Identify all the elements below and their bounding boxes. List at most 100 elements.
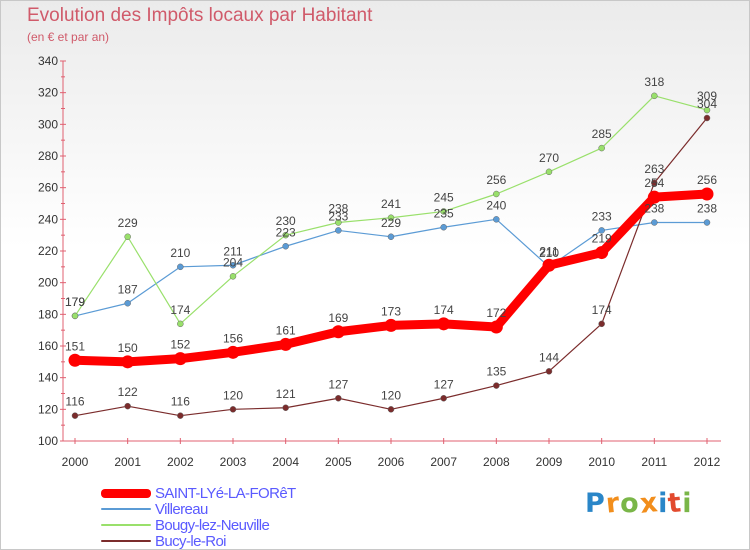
legend-item-villereau: Villereau	[101, 500, 296, 518]
data-label-bucy-le-roi: 116	[65, 395, 84, 409]
y-tick-label: 160	[38, 339, 58, 353]
data-point-bucy-le-roi	[545, 368, 553, 375]
data-point-bucy-le-roi	[282, 404, 289, 411]
chart-legend: SAINT-LYé-LA-FORêT Villereau Bougy-lez-Neu…	[101, 484, 296, 550]
data-point-bucy-le-roi	[71, 412, 79, 419]
legend-label: SAINT-LYé-LA-FORêT	[155, 484, 296, 502]
data-point-bougy-lez-neuville	[598, 144, 605, 152]
legend-label: Bougy-lez-Neuville	[155, 516, 270, 534]
data-label-saint-ly-la-for-t: 150	[118, 341, 138, 355]
data-label-villereau: 179	[65, 295, 85, 309]
data-label-bucy-le-roi: 127	[434, 377, 454, 391]
data-label-bougy-lez-neuville: 229	[118, 216, 138, 230]
y-tick-label: 120	[38, 402, 58, 416]
y-tick-label: 140	[38, 371, 58, 385]
data-label-bougy-lez-neuville: 245	[434, 190, 454, 204]
data-point-bougy-lez-neuville	[177, 320, 184, 328]
x-tick-label: 2005	[325, 455, 352, 469]
data-label-bucy-le-roi: 174	[592, 303, 612, 317]
data-point-bougy-lez-neuville	[703, 106, 711, 114]
data-point-bucy-le-roi	[651, 179, 658, 187]
data-point-saint-ly-la-for-t	[121, 355, 135, 369]
data-label-bougy-lez-neuville: 238	[328, 202, 348, 216]
data-label-villereau: 235	[434, 206, 454, 220]
data-label-bucy-le-roi: 120	[223, 388, 243, 402]
x-tick-label: 2003	[220, 455, 247, 469]
proxiti-logo: Proxiti	[585, 487, 693, 520]
data-label-saint-ly-la-for-t: 211	[539, 244, 558, 258]
data-point-saint-ly-la-for-t	[279, 337, 293, 351]
data-point-saint-ly-la-for-t	[542, 258, 556, 272]
data-point-bucy-le-roi	[598, 320, 605, 328]
data-point-bucy-le-roi	[440, 395, 447, 402]
data-point-villereau	[651, 219, 658, 226]
legend-swatch	[101, 508, 151, 510]
series-line-bucy-le-roi	[74, 117, 708, 417]
data-point-villereau	[282, 243, 289, 250]
legend-swatch	[101, 488, 151, 498]
y-tick-label: 220	[38, 244, 58, 258]
data-point-bougy-lez-neuville	[71, 312, 79, 320]
data-point-saint-ly-la-for-t	[647, 190, 661, 204]
y-tick-label: 340	[38, 54, 58, 68]
x-tick-label: 2000	[62, 455, 89, 469]
legend-item-bougy-lez-neuville: Bougy-lez-Neuville	[101, 516, 296, 534]
data-label-bougy-lez-neuville: 285	[592, 127, 612, 141]
data-point-saint-ly-la-for-t	[226, 345, 240, 359]
data-point-bougy-lez-neuville	[545, 168, 553, 176]
data-label-villereau: 211	[223, 244, 242, 258]
legend-label: Bucy-le-Roi	[155, 532, 227, 550]
data-label-bougy-lez-neuville: 318	[644, 75, 664, 89]
data-point-villereau	[493, 216, 500, 223]
data-point-villereau	[440, 224, 447, 231]
legend-item-saint-ly-la-for-t: SAINT-LYé-LA-FORêT	[101, 484, 296, 502]
data-point-villereau	[387, 233, 395, 240]
data-label-saint-ly-la-for-t: 161	[276, 323, 296, 337]
data-point-bougy-lez-neuville	[387, 214, 395, 221]
data-label-bucy-le-roi: 144	[539, 350, 559, 364]
data-point-saint-ly-la-for-t	[700, 187, 714, 201]
data-label-bougy-lez-neuville: 256	[486, 173, 506, 187]
data-label-villereau: 233	[592, 209, 612, 223]
data-label-villereau: 187	[118, 282, 138, 296]
data-label-villereau: 238	[644, 202, 664, 216]
legend-item-bucy-le-roi: Bucy-le-Roi	[101, 532, 296, 550]
x-tick-label: 2007	[430, 455, 457, 469]
y-tick-label: 100	[38, 434, 58, 448]
data-point-bougy-lez-neuville	[440, 208, 447, 215]
y-tick-label: 260	[38, 181, 58, 195]
data-point-bucy-le-roi	[387, 406, 395, 413]
data-label-bucy-le-roi: 121	[276, 387, 296, 401]
data-label-bucy-le-roi: 127	[328, 377, 348, 391]
data-label-bougy-lez-neuville: 241	[381, 197, 401, 211]
data-point-saint-ly-la-for-t	[384, 318, 398, 332]
data-point-saint-ly-la-for-t	[173, 352, 187, 366]
data-label-bucy-le-roi: 122	[118, 385, 138, 399]
data-label-saint-ly-la-for-t: 152	[170, 338, 190, 352]
data-point-bougy-lez-neuville	[335, 219, 342, 226]
chart-subtitle: (en € et par an)	[27, 30, 110, 44]
data-label-villereau: 223	[276, 225, 296, 239]
data-point-bougy-lez-neuville	[229, 273, 237, 280]
data-label-saint-ly-la-for-t: 156	[223, 331, 243, 345]
data-point-saint-ly-la-for-t	[595, 246, 609, 260]
x-tick-label: 2004	[272, 455, 299, 469]
data-point-bucy-le-roi	[703, 114, 711, 122]
data-point-villereau	[177, 263, 184, 271]
data-point-bucy-le-roi	[335, 395, 342, 402]
data-label-villereau: 240	[486, 198, 506, 212]
legend-swatch	[101, 540, 151, 542]
x-tick-label: 2001	[114, 455, 141, 469]
data-label-bougy-lez-neuville: 174	[170, 303, 190, 317]
data-point-saint-ly-la-for-t	[68, 353, 82, 367]
x-tick-label: 2009	[536, 455, 563, 469]
data-label-bucy-le-roi: 304	[697, 97, 717, 111]
x-tick-label: 2012	[694, 455, 721, 469]
data-point-saint-ly-la-for-t	[437, 317, 451, 331]
data-label-saint-ly-la-for-t: 256	[697, 173, 717, 187]
data-label-villereau: 229	[381, 216, 401, 230]
legend-label: Villereau	[155, 500, 208, 518]
data-label-villereau: 210	[170, 246, 190, 260]
